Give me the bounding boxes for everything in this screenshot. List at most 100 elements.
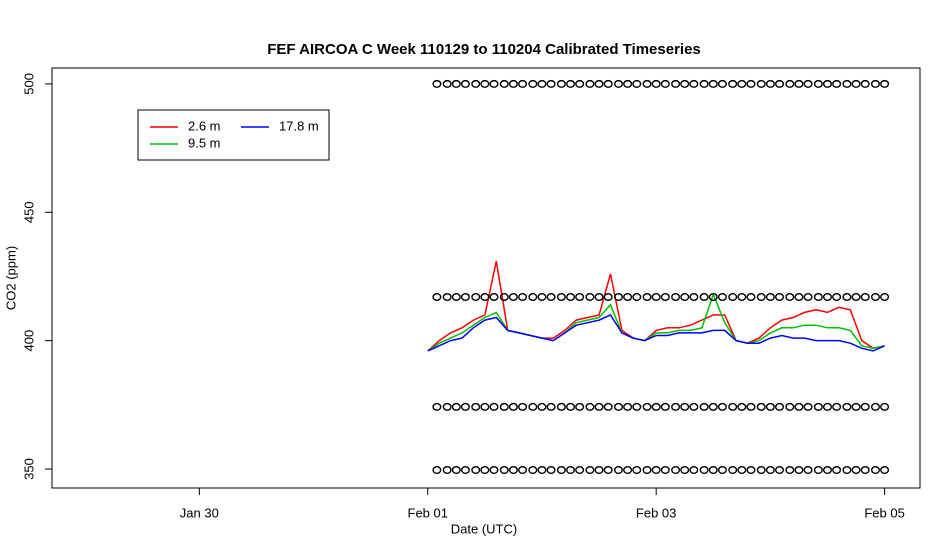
flag-marker <box>585 79 595 88</box>
flag-marker <box>880 292 890 301</box>
flag-marker <box>451 79 461 88</box>
flag-marker <box>737 466 747 475</box>
flag-marker <box>575 402 585 411</box>
flag-marker <box>756 79 766 88</box>
flag-marker <box>442 402 452 411</box>
flag-marker <box>746 466 756 475</box>
data-line <box>427 260 885 352</box>
flag-marker <box>746 79 756 88</box>
flag-marker <box>489 79 499 88</box>
flag-marker <box>546 402 556 411</box>
plot-frame <box>51 67 921 489</box>
flag-marker <box>642 292 652 301</box>
flag-marker <box>471 79 481 88</box>
flag-marker <box>613 292 623 301</box>
flag-marker <box>585 292 595 301</box>
flag-marker <box>451 402 461 411</box>
flag-marker <box>794 79 804 88</box>
flag-marker <box>642 402 652 411</box>
flag-marker <box>432 466 442 475</box>
flag-marker <box>671 402 681 411</box>
flag-marker <box>442 466 452 475</box>
flag-marker <box>556 79 566 88</box>
flag-marker <box>822 402 832 411</box>
flag-marker <box>556 466 566 475</box>
flag-marker <box>660 402 670 411</box>
flag-marker <box>765 466 775 475</box>
flag-marker <box>594 466 604 475</box>
flag-marker <box>822 292 832 301</box>
flag-marker <box>432 292 442 301</box>
flag-marker <box>851 402 861 411</box>
flag-marker <box>460 466 470 475</box>
flag-marker <box>842 466 852 475</box>
flag-marker <box>756 466 766 475</box>
flag-marker <box>537 79 547 88</box>
flag-marker <box>851 79 861 88</box>
flag-marker <box>717 292 727 301</box>
flag-marker <box>689 79 699 88</box>
flag-marker <box>728 79 738 88</box>
flag-marker <box>566 402 576 411</box>
x-tick-label: Jan 30 <box>180 505 219 520</box>
flag-marker <box>594 79 604 88</box>
flag-marker <box>518 79 528 88</box>
flag-marker <box>671 79 681 88</box>
flag-marker <box>794 466 804 475</box>
flag-marker <box>832 292 842 301</box>
flag-marker <box>585 402 595 411</box>
flag-marker <box>832 79 842 88</box>
legend-label: 17.8 m <box>279 118 319 133</box>
flag-marker <box>480 292 490 301</box>
flag-marker <box>717 79 727 88</box>
data-line <box>427 314 885 352</box>
flag-marker <box>737 402 747 411</box>
legend-label: 2.6 m <box>188 118 221 133</box>
flag-marker <box>717 402 727 411</box>
flag-marker <box>680 292 690 301</box>
y-tick-label: 400 <box>21 330 36 352</box>
flag-marker <box>546 292 556 301</box>
flag-marker <box>471 466 481 475</box>
flag-marker <box>508 466 518 475</box>
flag-marker <box>813 466 823 475</box>
flag-marker <box>660 79 670 88</box>
flag-marker <box>603 292 613 301</box>
flag-marker <box>775 466 785 475</box>
flag-marker <box>728 292 738 301</box>
flag-marker <box>870 292 880 301</box>
flag-marker <box>832 402 842 411</box>
flag-marker <box>785 466 795 475</box>
flag-marker <box>489 402 499 411</box>
flag-marker <box>737 292 747 301</box>
flag-marker <box>575 292 585 301</box>
flag-marker <box>671 466 681 475</box>
flag-marker <box>632 292 642 301</box>
flag-marker <box>671 292 681 301</box>
flag-marker <box>746 402 756 411</box>
flag-marker <box>632 466 642 475</box>
flag-marker <box>775 292 785 301</box>
flag-marker <box>842 402 852 411</box>
flag-marker <box>651 292 661 301</box>
flag-marker <box>623 466 633 475</box>
flag-marker <box>489 292 499 301</box>
flag-marker <box>442 79 452 88</box>
flag-marker <box>870 466 880 475</box>
flag-marker <box>518 466 528 475</box>
flag-marker <box>785 79 795 88</box>
flag-marker <box>794 292 804 301</box>
flag-marker <box>756 402 766 411</box>
flag-marker <box>575 79 585 88</box>
y-tick-label: 350 <box>21 458 36 480</box>
flag-marker <box>528 79 538 88</box>
flag-marker <box>480 79 490 88</box>
flag-marker <box>756 292 766 301</box>
flag-marker <box>880 466 890 475</box>
flag-marker <box>603 79 613 88</box>
flag-marker <box>651 402 661 411</box>
flag-marker <box>537 466 547 475</box>
flag-marker <box>842 79 852 88</box>
flag-marker <box>699 402 709 411</box>
flag-marker <box>651 466 661 475</box>
